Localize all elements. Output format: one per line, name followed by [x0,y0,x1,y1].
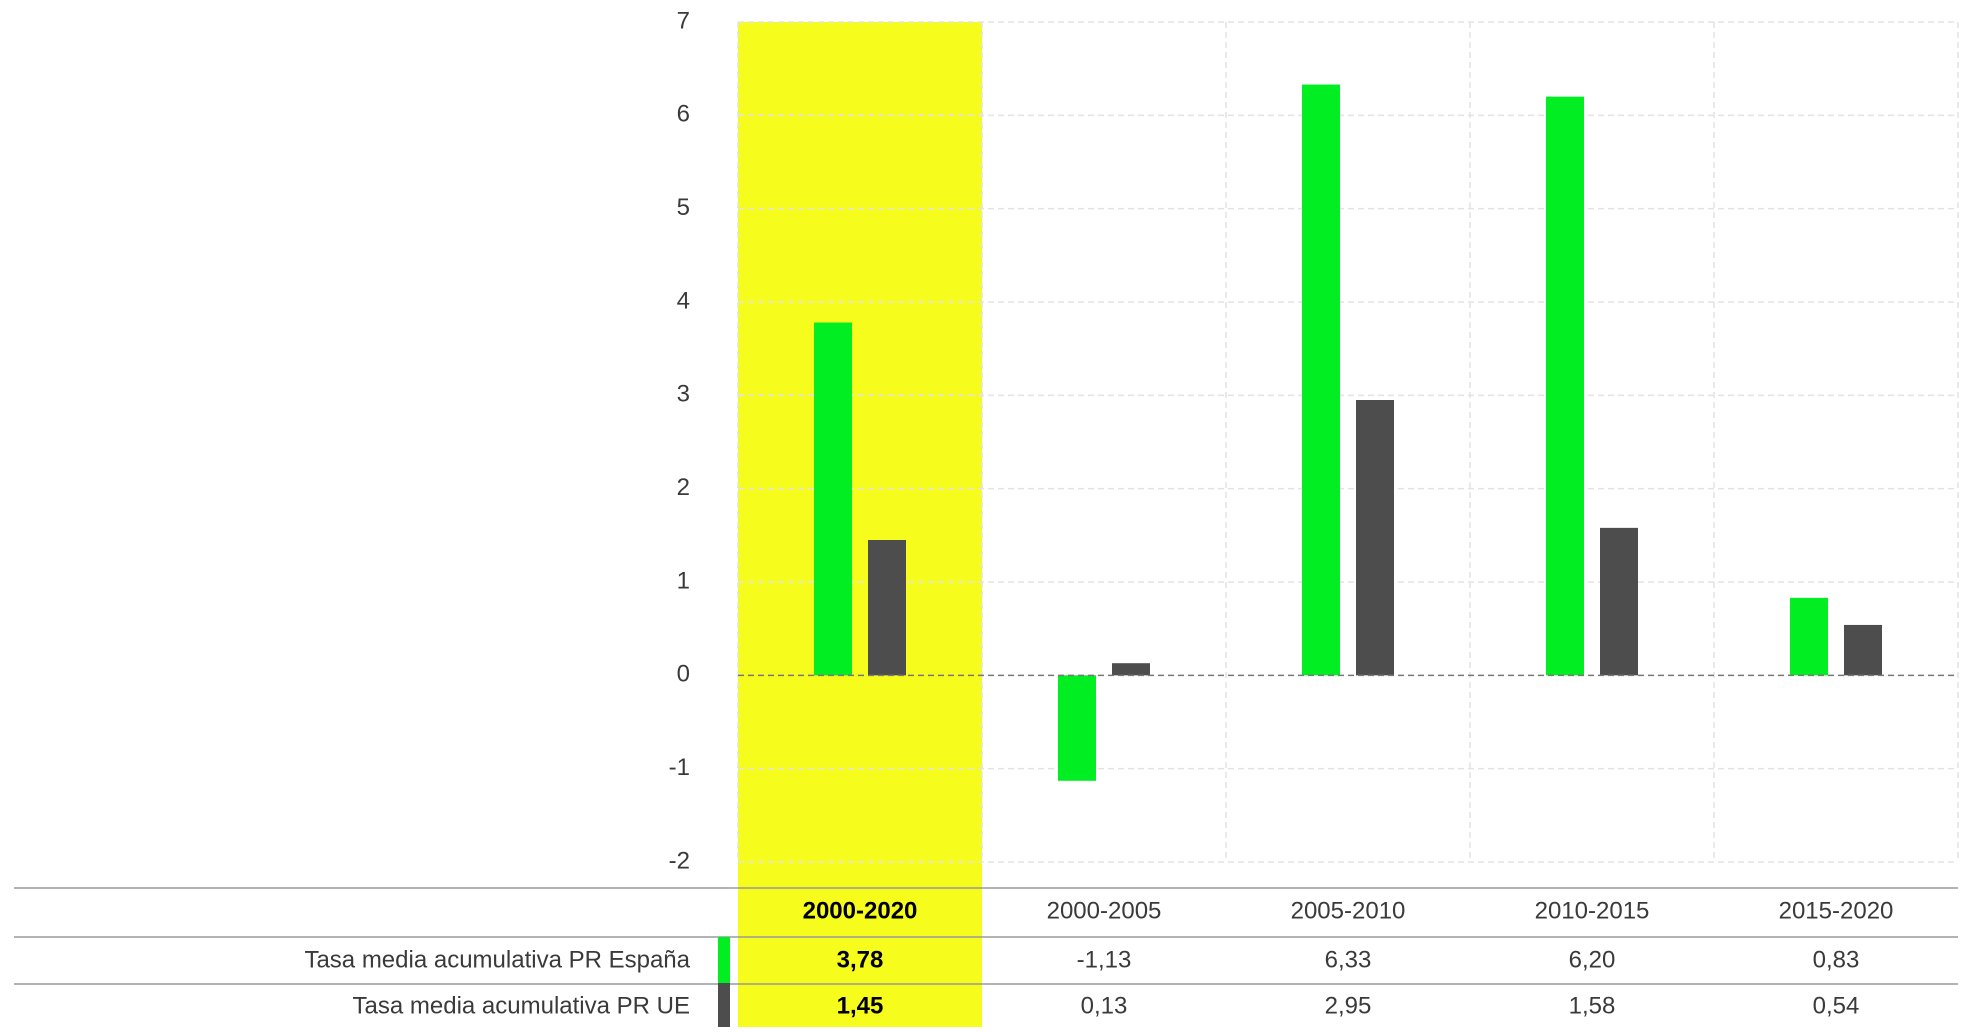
table-column-header: 2000-2005 [1047,897,1162,924]
bar-spain [1790,597,1828,676]
y-tick-label: 5 [677,194,690,221]
table-column-header: 2015-2020 [1779,897,1894,924]
table-value-cell: 1,58 [1569,992,1616,1019]
highlight-column [738,22,982,1027]
y-tick-label: -1 [669,754,690,781]
legend-swatch [718,937,730,985]
bar-eu [868,540,906,676]
table-column-header: 2010-2015 [1535,897,1650,924]
y-tick-label: 0 [677,661,690,688]
legend-label: Tasa media acumulativa PR UE [353,992,690,1019]
table-value-cell: 6,33 [1325,946,1372,973]
table-value-cell: 0,13 [1081,992,1128,1019]
y-tick-label: 1 [677,567,690,594]
table-value-cell: 2,95 [1325,992,1372,1019]
y-tick-label: -2 [669,847,690,874]
y-tick-label: 2 [677,474,690,501]
y-tick-label: 3 [677,381,690,408]
y-tick-label: 6 [677,101,690,128]
bar-eu [1112,663,1150,676]
table-column-header: 2005-2010 [1291,897,1406,924]
legend-label: Tasa media acumulativa PR España [304,946,690,973]
bar-eu [1844,624,1882,676]
table-value-cell: 6,20 [1569,946,1616,973]
y-tick-label: 7 [677,7,690,34]
table-value-cell: -1,13 [1077,946,1132,973]
bar-spain [1302,84,1340,676]
table-column-header: 2000-2020 [803,897,918,924]
table-value-cell: 1,45 [837,992,884,1019]
table-value-cell: 3,78 [837,946,884,973]
bar-spain [814,322,852,676]
y-tick-label: 4 [677,287,690,314]
bar-spain [1058,675,1096,781]
legend-swatch [718,983,730,1031]
bar-eu [1356,400,1394,676]
bar-eu [1600,527,1638,676]
table-value-cell: 0,54 [1813,992,1860,1019]
table-value-cell: 0,83 [1813,946,1860,973]
bar-spain [1546,96,1584,676]
